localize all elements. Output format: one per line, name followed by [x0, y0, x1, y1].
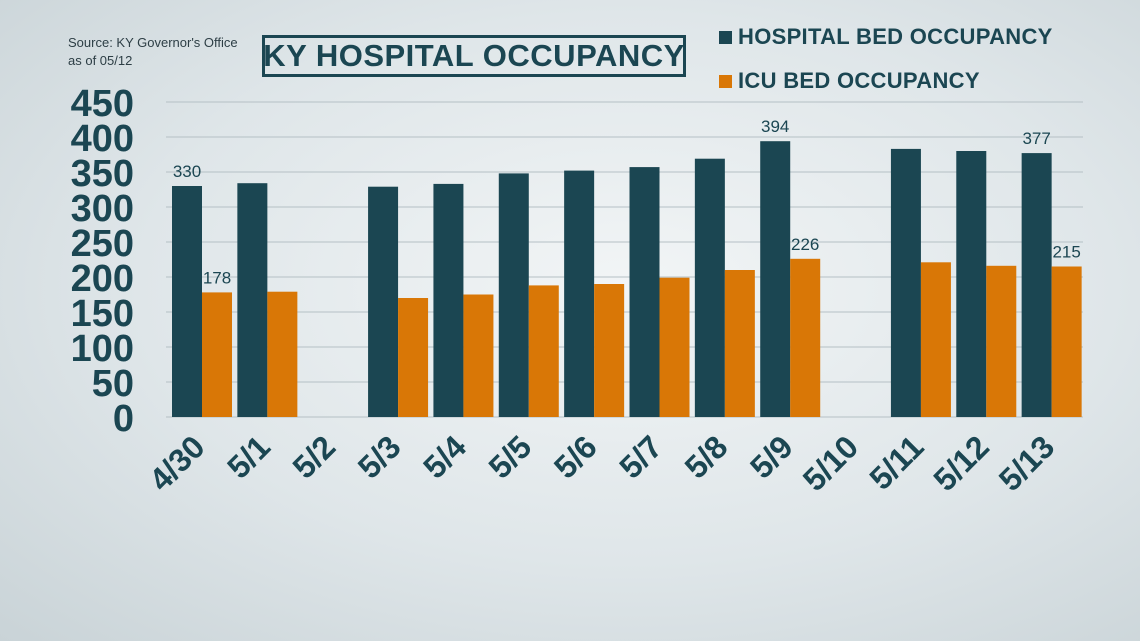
x-tick-label: 5/1: [220, 428, 277, 485]
x-tick-label: 5/5: [482, 428, 539, 485]
legend-item-icu: ICU BED OCCUPANCY: [719, 68, 980, 94]
data-label: 215: [1052, 243, 1080, 262]
y-tick-label: 200: [71, 258, 134, 300]
data-label: 226: [791, 235, 819, 254]
bar-icu: [1051, 266, 1082, 417]
bar-icu: [594, 284, 625, 417]
data-label: 178: [203, 268, 231, 287]
data-label: 394: [761, 117, 789, 136]
x-tick-label: 5/9: [743, 428, 800, 485]
bar-icu: [659, 277, 690, 417]
x-tick-label: 5/2: [285, 428, 342, 485]
source-date-line: as of 05/12: [68, 53, 133, 68]
x-tick-label: 5/4: [416, 428, 473, 485]
bar-hospital: [172, 186, 202, 417]
y-tick-label: 100: [71, 328, 134, 370]
bar-hospital: [498, 173, 529, 417]
x-tick-label: 5/10: [796, 428, 865, 497]
bar-hospital: [368, 186, 399, 417]
bar-hospital: [433, 183, 464, 417]
x-tick-label: 5/8: [678, 428, 735, 485]
bar-icu: [398, 298, 429, 417]
source-note: Source: KY Governor's Office as of 05/12: [68, 34, 238, 70]
legend-label-icu: ICU BED OCCUPANCY: [738, 68, 980, 93]
y-tick-label: 250: [71, 223, 134, 265]
bar-hospital: [564, 170, 595, 417]
bar-icu: [790, 258, 821, 417]
legend-swatch-icu: [719, 74, 732, 88]
chart-title-box: KY HOSPITAL OCCUPANCY: [262, 35, 686, 77]
data-label: 377: [1022, 129, 1050, 148]
bar-hospital: [760, 141, 791, 417]
bar-icu: [463, 294, 494, 417]
bar-icu: [267, 291, 298, 417]
legend-swatch-hospital: [719, 30, 732, 44]
bar-icu: [920, 262, 951, 417]
y-tick-label: 350: [71, 153, 134, 195]
bar-hospital: [956, 151, 987, 417]
bar-hospital: [890, 148, 921, 417]
data-label: 330: [173, 162, 201, 181]
x-tick-label: 5/6: [547, 428, 604, 485]
bar-hospital: [237, 183, 268, 417]
bar-hospital: [629, 167, 660, 417]
bar-icu: [986, 265, 1017, 417]
chart-title: KY HOSPITAL OCCUPANCY: [263, 38, 685, 73]
bar-icu: [202, 292, 232, 417]
bar-hospital: [1021, 153, 1052, 417]
y-tick-label: 150: [71, 293, 134, 335]
x-tick-label: 5/12: [926, 428, 995, 497]
legend-item-hospital: HOSPITAL BED OCCUPANCY: [719, 24, 1053, 50]
legend-label-hospital: HOSPITAL BED OCCUPANCY: [738, 24, 1053, 49]
x-tick-label: 5/7: [612, 428, 669, 485]
y-tick-label: 0: [113, 398, 134, 440]
y-tick-label: 400: [71, 118, 134, 160]
y-tick-label: 50: [92, 363, 134, 405]
bar-icu: [724, 270, 755, 417]
x-tick-label: 5/3: [351, 428, 408, 485]
x-tick-label: 5/11: [862, 428, 930, 496]
bar-icu: [528, 285, 559, 417]
source-line: Source: KY Governor's Office: [68, 35, 238, 50]
y-tick-label: 300: [71, 188, 134, 230]
y-tick-label: 450: [71, 83, 134, 125]
x-tick-label: 5/13: [992, 428, 1061, 497]
x-tick-label: 4/30: [142, 428, 211, 497]
bar-hospital: [694, 158, 725, 417]
